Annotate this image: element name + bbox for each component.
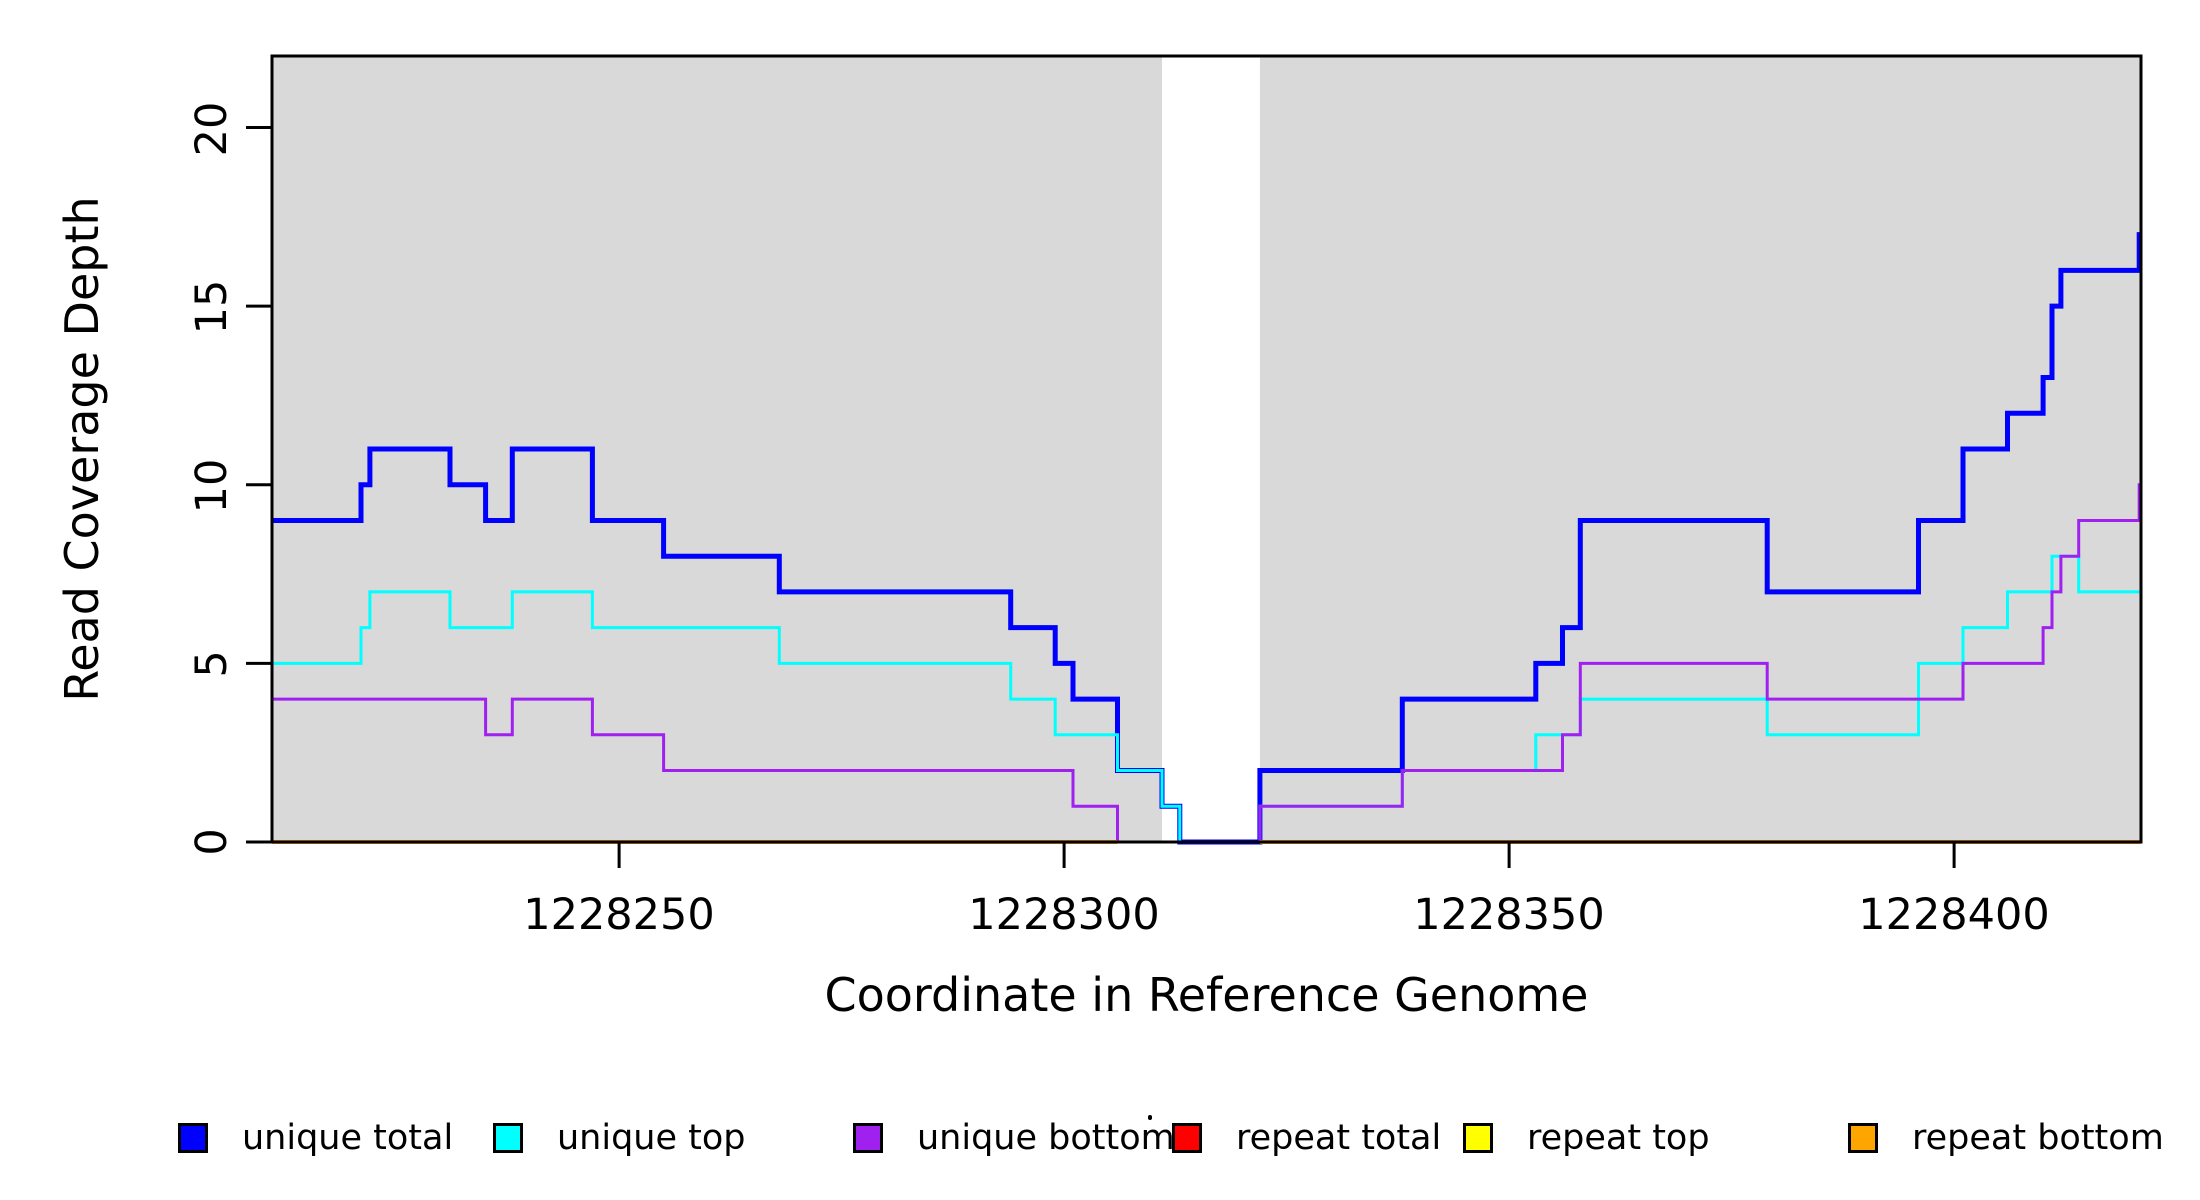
x-tick-label-1228300: 1228300 (968, 890, 1160, 940)
unique-total-swatch-icon (178, 1123, 208, 1153)
legend-entry-unique-total: unique total (178, 1118, 453, 1158)
series-line-unique-top (272, 554, 2141, 844)
x-tick-label-1228350: 1228350 (1413, 890, 1605, 940)
legend-label-repeat-top: repeat top (1527, 1118, 1710, 1158)
legend-label-repeat-bottom: repeat bottom (1912, 1118, 2164, 1158)
legend-label-unique-top: unique top (557, 1118, 746, 1158)
legend-entry-repeat-top: repeat top (1463, 1118, 1710, 1158)
unique-top-swatch-icon (493, 1123, 523, 1153)
legend-entry-unique-top: unique top (493, 1118, 746, 1158)
legend-label-unique-total: unique total (242, 1118, 454, 1158)
unique-bottom-swatch-icon (853, 1123, 883, 1153)
x-tick-label-1228250: 1228250 (523, 890, 715, 940)
repeat-bottom-swatch-icon (1848, 1123, 1878, 1153)
repeat-total-swatch-icon (1172, 1123, 1202, 1153)
stray-dot-mark (1148, 1115, 1152, 1120)
legend-label-repeat-total: repeat total (1236, 1118, 1442, 1158)
repeat-top-swatch-icon (1463, 1123, 1493, 1153)
x-tick-label-1228400: 1228400 (1858, 890, 2050, 940)
legend-entry-unique-bottom: unique bottom (853, 1118, 1175, 1158)
legend-entry-repeat-bottom: repeat bottom (1848, 1118, 2164, 1158)
plot-border (270, 54, 2143, 844)
legend-label-unique-bottom: unique bottom (917, 1118, 1175, 1158)
x-axis-title: Coordinate in Reference Genome (824, 968, 1589, 1022)
series-line-unique-bottom (272, 483, 2141, 844)
no-data-band (1162, 56, 1260, 842)
y-axis-title: Read Coverage Depth (55, 196, 109, 702)
legend-entry-repeat-total: repeat total (1172, 1118, 1441, 1158)
